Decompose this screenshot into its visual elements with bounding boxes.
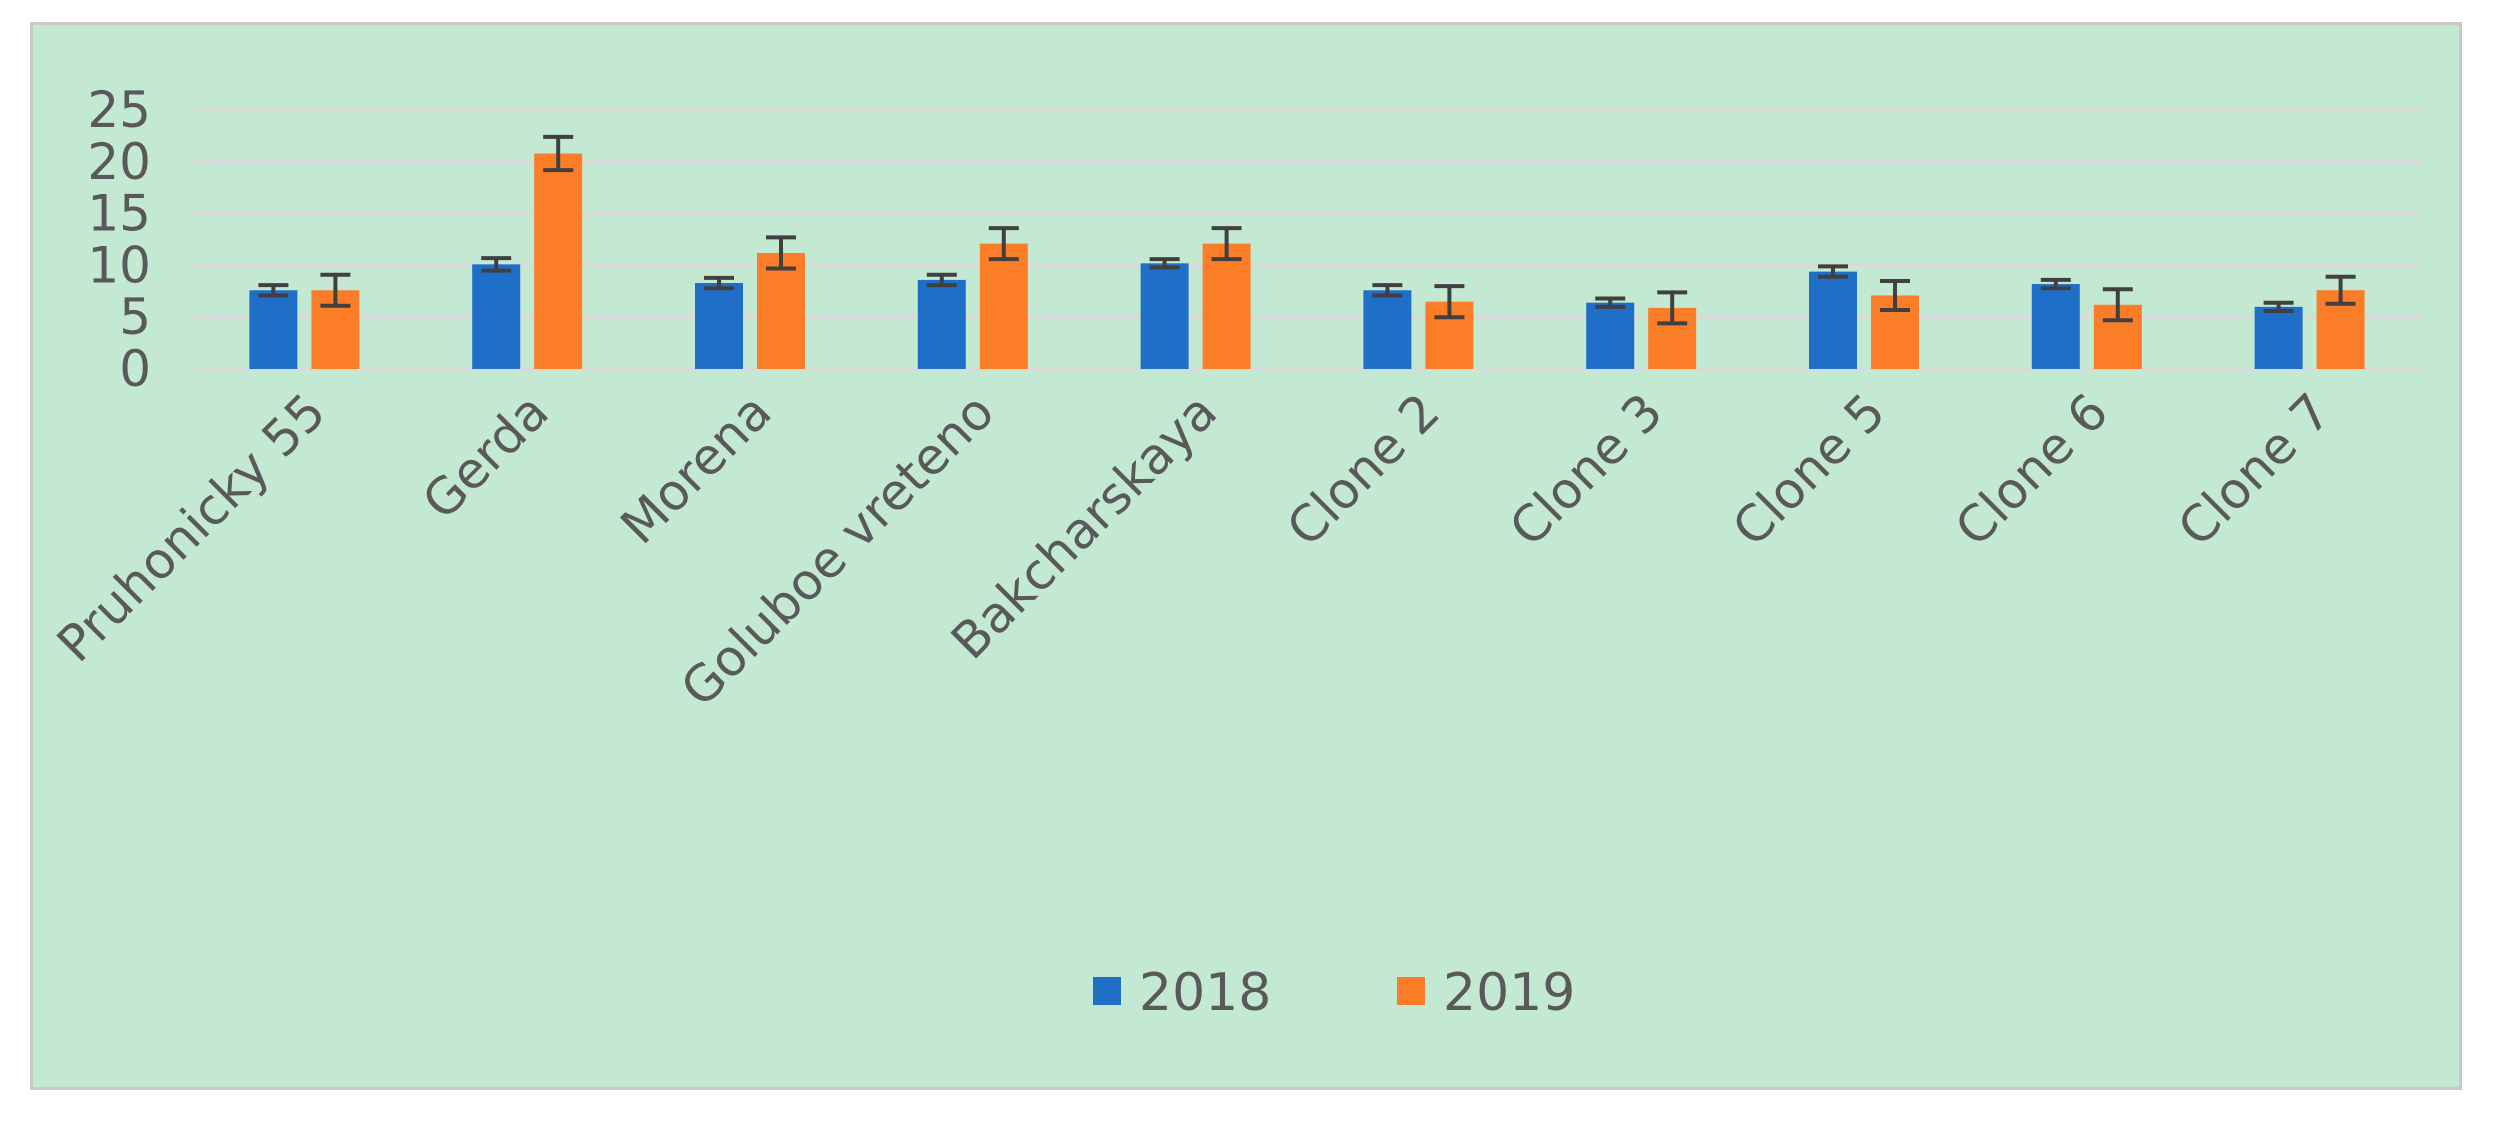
y-tick-label: 15: [87, 185, 151, 243]
x-category-label: Clone 3: [1499, 382, 1674, 557]
error-bar-2018-clone-5: [1818, 264, 1848, 279]
error-bar-2018-bakcharskaya: [1149, 257, 1180, 270]
x-category-label: Gerda: [412, 382, 560, 530]
error-bar-2019-gerda: [543, 134, 574, 173]
bar-2018-gerda: [472, 264, 521, 369]
error-bar-2019-clone-3: [1657, 290, 1688, 326]
bar-2019-morena: [757, 252, 805, 369]
error-bar-2019-goluboe-vreteno: [988, 226, 1019, 262]
bar-2019-bakcharskaya: [1202, 243, 1251, 369]
bar-2018-clone-3: [1586, 302, 1635, 369]
bar-2018-pruhonicky-55: [249, 290, 298, 369]
error-bar-2018-clone-7: [2263, 300, 2294, 313]
y-tick-label: 20: [87, 133, 151, 191]
bar-2019-gerda: [534, 153, 583, 369]
legend-swatch-2019: [1397, 977, 1425, 1005]
legend-swatch-2018: [1093, 977, 1121, 1005]
x-category-label: Morena: [610, 382, 783, 555]
error-bar-2019-clone-5: [1880, 278, 1910, 312]
bar-2018-clone-5: [1809, 271, 1857, 369]
chart-frame: 0 5 10 15 20 25 Pruhonicky 55 Gerda Morena Golub…: [30, 22, 2462, 1090]
bar-2018-clone-7: [2254, 306, 2303, 369]
error-bar-2019-clone-6: [2102, 287, 2133, 323]
bar-2018-bakcharskaya: [1140, 263, 1189, 369]
error-bar-2018-clone-3: [1595, 296, 1626, 309]
y-tick-label: 0: [119, 340, 151, 398]
error-bar-2018-morena: [704, 275, 734, 291]
bar-2018-clone-2: [1363, 290, 1412, 369]
legend-label-2019: 2019: [1443, 963, 1575, 1023]
bar-2019-goluboe-vreteno: [979, 243, 1028, 369]
error-bar-2019-morena: [766, 235, 796, 271]
x-category-label: Pruhonicky 55: [46, 382, 337, 673]
x-category-label: Clone 2: [1276, 382, 1451, 557]
y-tick-label: 10: [87, 236, 151, 294]
x-category-label: Clone 7: [2167, 382, 2342, 557]
error-bar-2019-bakcharskaya: [1211, 226, 1242, 262]
x-category-label: Clone 6: [1944, 382, 2119, 557]
y-tick-label: 5: [119, 288, 151, 346]
bar-2018-goluboe-vreteno: [917, 279, 966, 369]
legend-label-2018: 2018: [1139, 963, 1271, 1023]
error-bar-2019-clone-7: [2325, 274, 2356, 306]
error-bar-2019-clone-2: [1434, 284, 1465, 320]
x-category-label: Clone 5: [1721, 382, 1896, 557]
y-tick-label: 25: [87, 81, 151, 139]
error-bar-2018-gerda: [481, 256, 512, 273]
error-bar-2019-pruhonicky-55: [320, 272, 351, 308]
error-bar-2018-pruhonicky-55: [258, 283, 289, 298]
bar-2018-clone-6: [2031, 284, 2080, 369]
error-bar-2018-goluboe-vreteno: [926, 272, 957, 288]
error-bar-2018-clone-2: [1372, 283, 1403, 298]
bar-2018-morena: [695, 283, 743, 369]
error-bar-2018-clone-6: [2040, 277, 2071, 291]
